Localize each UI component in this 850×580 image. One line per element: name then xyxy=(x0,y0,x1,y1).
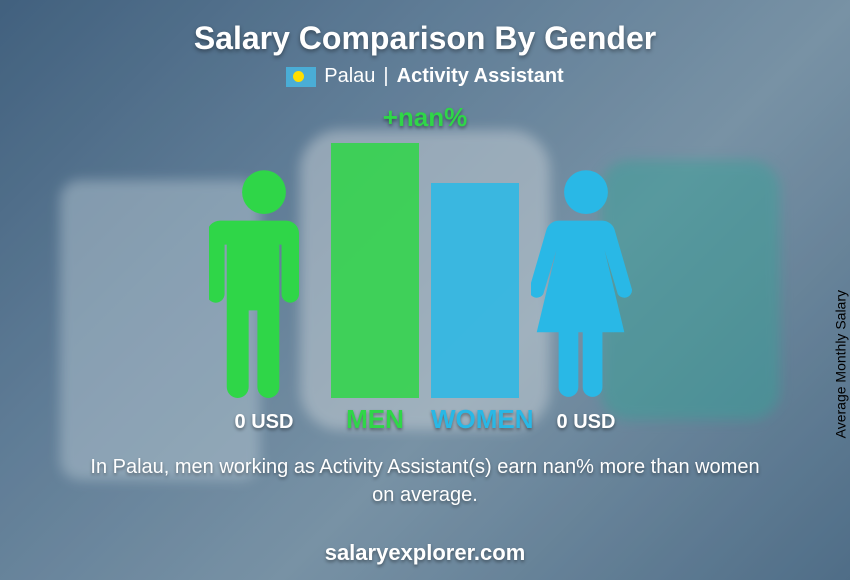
women-bar xyxy=(431,183,519,398)
country-label: Palau xyxy=(324,65,375,88)
women-bar-label: WOMEN xyxy=(431,404,519,435)
flag-icon xyxy=(286,67,316,87)
caption-text: In Palau, men working as Activity Assist… xyxy=(85,453,765,509)
page-title: Salary Comparison By Gender xyxy=(194,20,656,57)
women-value-label: 0 USD xyxy=(531,411,641,434)
chart: +nan% xyxy=(209,108,641,398)
subtitle-row: Palau | Activity Assistant xyxy=(286,65,563,88)
men-bar-label: MEN xyxy=(331,404,419,435)
job-title: Activity Assistant xyxy=(397,65,564,88)
footer-source: salaryexplorer.com xyxy=(0,540,850,566)
men-bar xyxy=(331,143,419,398)
female-icon xyxy=(531,168,641,398)
infographic: Salary Comparison By Gender Palau | Acti… xyxy=(0,0,850,580)
men-icon-col xyxy=(209,108,319,398)
men-value-label: 0 USD xyxy=(209,411,319,434)
men-bar-col xyxy=(331,108,419,398)
y-axis-label: Average Monthly Salary xyxy=(832,290,848,438)
separator: | xyxy=(383,65,388,88)
percent-diff-label: +nan% xyxy=(383,102,468,133)
women-bar-col xyxy=(431,108,519,398)
women-icon-col xyxy=(531,108,641,398)
male-icon xyxy=(209,168,319,398)
labels-row: 0 USD MEN WOMEN 0 USD xyxy=(209,404,641,435)
